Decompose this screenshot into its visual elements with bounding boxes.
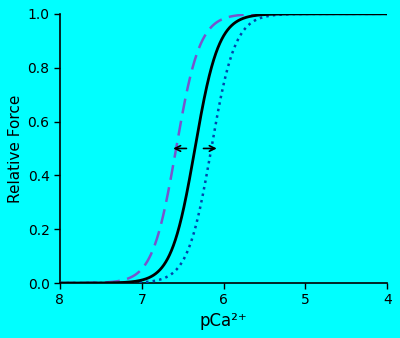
Y-axis label: Relative Force: Relative Force: [8, 94, 23, 203]
X-axis label: pCa²⁺: pCa²⁺: [200, 312, 248, 330]
